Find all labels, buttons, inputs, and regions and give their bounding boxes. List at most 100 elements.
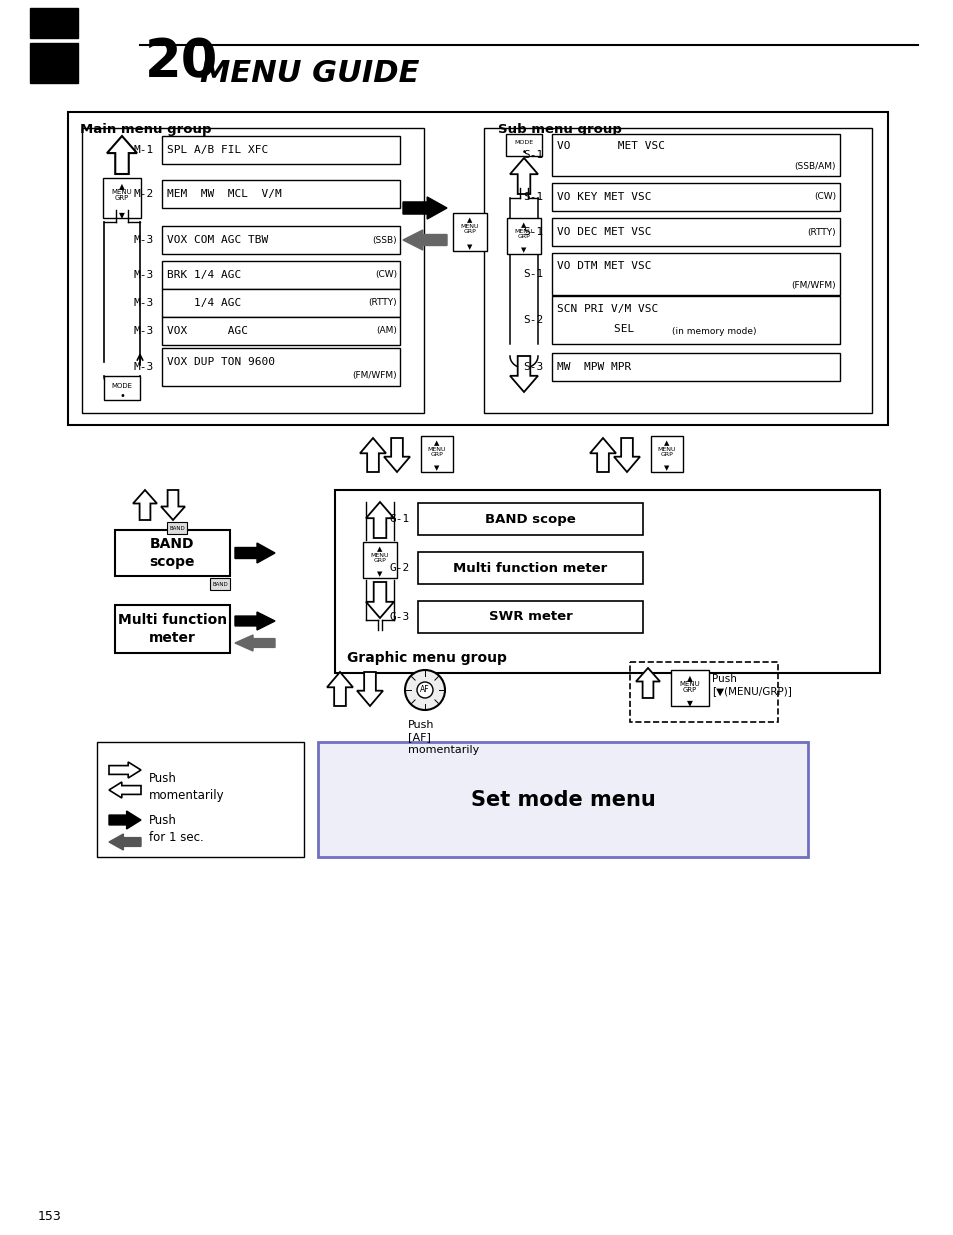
Text: ▲: ▲ bbox=[663, 440, 669, 446]
Text: SCN PRI V/M VSC: SCN PRI V/M VSC bbox=[557, 304, 658, 314]
Polygon shape bbox=[234, 543, 274, 563]
Bar bbox=[103, 178, 141, 219]
Bar bbox=[162, 136, 399, 164]
Text: M-2: M-2 bbox=[133, 189, 153, 199]
Text: M-3: M-3 bbox=[133, 326, 153, 336]
Text: (SSB/AM): (SSB/AM) bbox=[794, 162, 835, 170]
Bar bbox=[506, 219, 540, 254]
Text: Multi function
meter: Multi function meter bbox=[118, 614, 227, 645]
Text: ▲: ▲ bbox=[377, 546, 382, 552]
Text: Multi function meter: Multi function meter bbox=[453, 562, 607, 574]
Bar bbox=[210, 578, 230, 590]
Text: S-1: S-1 bbox=[523, 269, 543, 279]
Bar bbox=[167, 522, 187, 534]
Text: MENU GUIDE: MENU GUIDE bbox=[200, 59, 419, 88]
Bar bbox=[417, 601, 642, 634]
Polygon shape bbox=[359, 438, 386, 472]
Text: (AM): (AM) bbox=[375, 326, 396, 336]
Bar bbox=[483, 128, 871, 412]
Bar bbox=[115, 605, 230, 653]
Bar bbox=[363, 542, 396, 578]
Text: (RTTY): (RTTY) bbox=[806, 227, 835, 236]
Polygon shape bbox=[510, 158, 537, 194]
Text: M-3: M-3 bbox=[133, 362, 153, 372]
Bar bbox=[115, 530, 230, 576]
Text: 20: 20 bbox=[145, 36, 218, 88]
Text: •: • bbox=[119, 391, 125, 401]
Bar bbox=[420, 436, 453, 472]
Text: ▼: ▼ bbox=[520, 247, 526, 253]
Text: BAND: BAND bbox=[212, 582, 228, 587]
Polygon shape bbox=[402, 198, 447, 219]
Text: SPL A/B FIL XFC: SPL A/B FIL XFC bbox=[167, 144, 268, 156]
Text: VO DTM MET VSC: VO DTM MET VSC bbox=[557, 261, 651, 270]
Text: MW  MPW MPR: MW MPW MPR bbox=[557, 362, 631, 372]
Polygon shape bbox=[384, 438, 410, 472]
Bar bbox=[162, 226, 399, 254]
Bar bbox=[30, 43, 78, 83]
Text: VOX DUP TON 9600: VOX DUP TON 9600 bbox=[167, 357, 274, 367]
Bar bbox=[552, 353, 840, 382]
Text: BAND
scope: BAND scope bbox=[150, 537, 195, 568]
Bar bbox=[552, 219, 840, 246]
Polygon shape bbox=[109, 834, 141, 850]
Polygon shape bbox=[109, 762, 141, 778]
Bar bbox=[335, 490, 879, 673]
Text: (RTTY): (RTTY) bbox=[368, 299, 396, 308]
Text: S-1: S-1 bbox=[523, 227, 543, 237]
Bar bbox=[162, 348, 399, 387]
Text: Sub menu group: Sub menu group bbox=[497, 124, 621, 137]
Text: Graphic menu group: Graphic menu group bbox=[347, 651, 506, 664]
Text: ▼: ▼ bbox=[434, 466, 439, 471]
Polygon shape bbox=[356, 672, 382, 706]
Text: ▲: ▲ bbox=[434, 440, 439, 446]
Text: Push
[▼(MENU/GRP)]: Push [▼(MENU/GRP)] bbox=[711, 674, 791, 697]
Text: G-1: G-1 bbox=[390, 514, 410, 524]
Text: MODE: MODE bbox=[514, 140, 533, 144]
Text: MENU
GRP: MENU GRP bbox=[112, 189, 132, 201]
Text: ▼: ▼ bbox=[119, 211, 125, 220]
Polygon shape bbox=[109, 811, 141, 829]
Text: ▲: ▲ bbox=[520, 222, 526, 228]
Text: AF: AF bbox=[419, 685, 430, 694]
Text: BRK 1/4 AGC: BRK 1/4 AGC bbox=[167, 270, 241, 280]
Text: MENU
GRP: MENU GRP bbox=[657, 447, 676, 457]
Bar bbox=[162, 261, 399, 289]
Text: (FM/WFM): (FM/WFM) bbox=[352, 370, 396, 380]
Circle shape bbox=[405, 671, 444, 710]
Text: S-3: S-3 bbox=[523, 362, 543, 372]
Bar bbox=[505, 135, 541, 156]
Text: Push
momentarily: Push momentarily bbox=[149, 772, 224, 802]
Polygon shape bbox=[402, 230, 447, 249]
Text: (in memory mode): (in memory mode) bbox=[671, 327, 756, 336]
Bar bbox=[552, 135, 840, 177]
Text: (CW): (CW) bbox=[813, 193, 835, 201]
Text: S-2: S-2 bbox=[523, 315, 543, 325]
Polygon shape bbox=[589, 438, 616, 472]
Text: •: • bbox=[521, 148, 526, 157]
Polygon shape bbox=[161, 490, 185, 520]
Bar bbox=[650, 436, 682, 472]
Bar bbox=[417, 552, 642, 584]
Polygon shape bbox=[366, 582, 394, 618]
Bar bbox=[104, 375, 140, 400]
Bar bbox=[670, 671, 708, 706]
Bar bbox=[162, 180, 399, 207]
Text: ▼: ▼ bbox=[377, 571, 382, 577]
Text: MODE: MODE bbox=[112, 383, 132, 389]
Text: VO       MET VSC: VO MET VSC bbox=[557, 141, 664, 151]
Bar bbox=[417, 503, 642, 535]
Bar bbox=[317, 742, 807, 857]
Text: MENU
GRP: MENU GRP bbox=[515, 228, 533, 240]
Polygon shape bbox=[366, 501, 394, 538]
Text: ▲: ▲ bbox=[119, 182, 125, 191]
Text: ▲: ▲ bbox=[686, 674, 692, 683]
Text: G-3: G-3 bbox=[390, 613, 410, 622]
Text: ▲: ▲ bbox=[467, 217, 472, 224]
Circle shape bbox=[416, 682, 433, 698]
Text: Main menu group: Main menu group bbox=[80, 124, 212, 137]
Text: 153: 153 bbox=[38, 1210, 62, 1223]
Text: Push
for 1 sec.: Push for 1 sec. bbox=[149, 814, 204, 844]
Text: MENU
GRP: MENU GRP bbox=[371, 553, 389, 563]
Bar bbox=[82, 128, 423, 412]
